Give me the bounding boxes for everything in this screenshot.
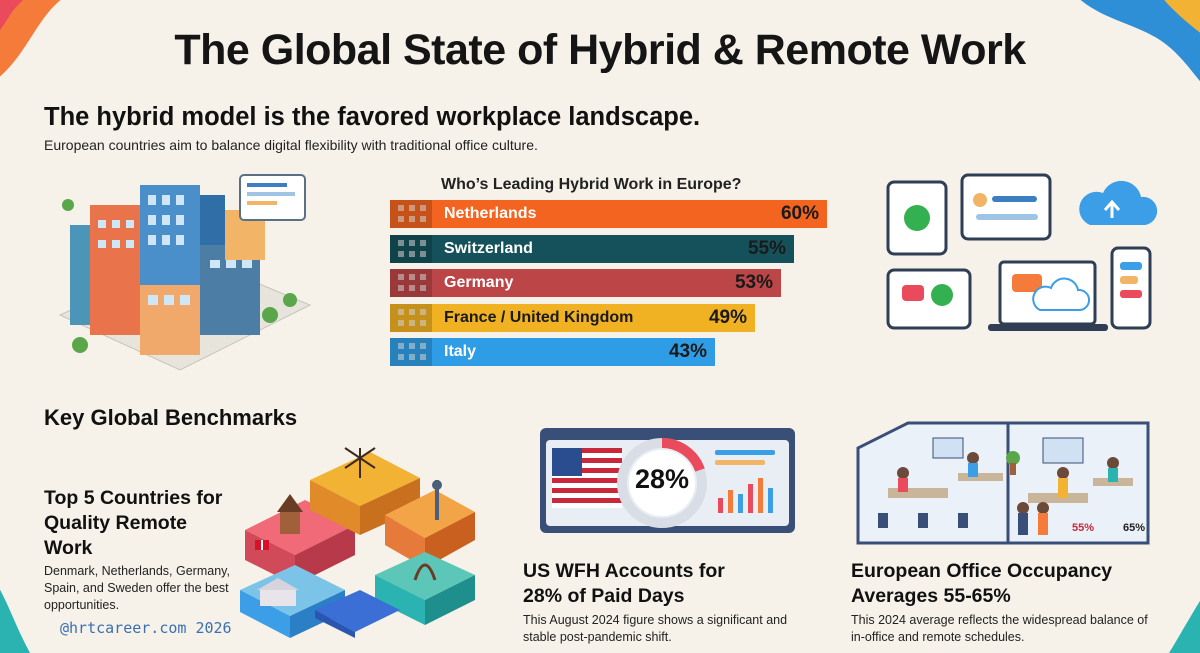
intro-heading: The hybrid model is the favored workplac… xyxy=(44,103,701,131)
card-occupancy-title: European Office Occupancy Averages 55-65… xyxy=(851,560,1113,607)
office-occupancy-illustration xyxy=(856,421,1150,545)
bar-building-icon xyxy=(390,234,432,263)
page-title: The Global State of Hybrid & Remote Work xyxy=(174,26,1026,74)
decorative-blob-top-right xyxy=(1080,0,1200,82)
watermark: @hrtcareer.com 2026 xyxy=(60,619,232,637)
card-countries-title: Top 5 Countries for Quality Remote Work xyxy=(44,487,223,559)
devices-illustration xyxy=(886,173,1158,331)
card-occupancy-text: This 2024 average reflects the widesprea… xyxy=(851,613,1148,644)
bar-building-icon xyxy=(390,269,432,297)
bar: Germany 53% xyxy=(432,269,781,297)
bar-category-label: Switzerland xyxy=(444,239,533,257)
card-us-wfh-text: This August 2024 figure shows a signific… xyxy=(523,613,788,644)
bar-value-label: 43% xyxy=(668,341,707,362)
intro-text: European countries aim to balance digita… xyxy=(44,137,538,153)
benchmarks-heading: Key Global Benchmarks xyxy=(44,405,298,430)
bar-category-label: Germany xyxy=(444,274,514,291)
chart-title: Who’s Leading Hybrid Work in Europe? xyxy=(441,176,742,193)
bar: Italy 43% xyxy=(432,338,715,366)
occupancy-high-label: 65% xyxy=(1123,522,1146,534)
bar: France / United Kingdom 49% xyxy=(432,303,755,332)
decorative-blob-top-left xyxy=(0,0,61,77)
bar: Netherlands 60% xyxy=(432,200,827,228)
bar-category-label: Italy xyxy=(444,343,477,360)
bar-value-label: 53% xyxy=(734,272,773,293)
occupancy-low-label: 55% xyxy=(1072,522,1095,534)
card-us-wfh-title: US WFH Accounts for 28% of Paid Days xyxy=(523,560,725,607)
card-countries-text: Denmark, Netherlands, Germany, Spain, an… xyxy=(44,564,230,612)
bar-building-icon xyxy=(390,303,432,332)
us-flag-dashboard-illustration xyxy=(540,428,795,533)
bar-value-label: 55% xyxy=(747,237,786,259)
city-buildings-illustration xyxy=(58,174,312,371)
country-landmarks-illustration xyxy=(240,447,475,638)
bar-value-label: 49% xyxy=(708,306,747,328)
decorative-blob-bottom-left xyxy=(0,589,31,653)
bar-category-label: France / United Kingdom xyxy=(444,308,634,326)
bar-value-label: 60% xyxy=(780,203,819,224)
bar-building-icon xyxy=(390,338,432,366)
us-wfh-badge: 28% xyxy=(634,464,690,494)
decorative-blob-bottom-right xyxy=(1169,601,1200,653)
bar: Switzerland 55% xyxy=(432,234,794,263)
bar-building-icon xyxy=(390,200,432,228)
bar-category-label: Netherlands xyxy=(444,205,537,222)
